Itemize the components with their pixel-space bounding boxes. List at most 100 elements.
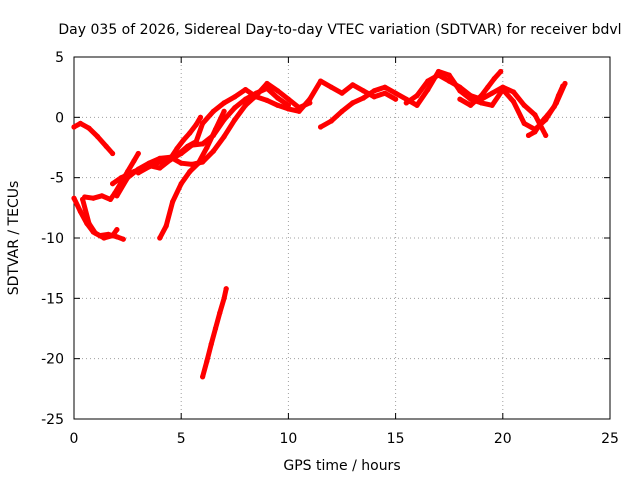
data-point (114, 227, 120, 233)
data-point (135, 150, 141, 157)
data-point (307, 96, 313, 102)
data-point (189, 142, 195, 148)
data-point (350, 100, 356, 106)
data-point (275, 102, 281, 108)
data-point (86, 220, 92, 227)
data-point (157, 235, 163, 241)
data-point (414, 93, 420, 99)
data-point (371, 94, 377, 100)
data-point (285, 102, 291, 108)
series-arc-5 (110, 78, 399, 187)
y-axis-label: SDTVAR / TECUs (6, 181, 22, 296)
data-point (210, 108, 216, 114)
data-point (393, 90, 399, 96)
data-point (532, 112, 538, 118)
x-tick-label: 20 (494, 431, 512, 447)
series-arc-14 (525, 83, 566, 138)
y-tick-label: -25 (41, 412, 64, 428)
data-point (221, 134, 227, 140)
data-point (118, 175, 124, 181)
data-point (360, 95, 366, 101)
data-point (242, 102, 249, 108)
data-point (403, 100, 409, 106)
data-point (223, 286, 229, 292)
data-point (217, 310, 223, 316)
data-point (187, 130, 193, 136)
data-point (208, 341, 214, 347)
data-point (521, 102, 527, 108)
data-point (371, 88, 377, 94)
data-point (468, 93, 474, 99)
x-tick-label: 15 (387, 431, 405, 447)
data-point (178, 160, 184, 166)
series-arc-10 (200, 286, 229, 380)
series-arc-3 (80, 196, 120, 241)
data-point (90, 195, 96, 201)
data-point (232, 117, 238, 123)
data-point (253, 90, 259, 96)
series-arc-13 (457, 68, 504, 108)
x-axis-label: GPS time / hours (283, 458, 400, 474)
data-point (95, 134, 101, 140)
chart-title: Day 035 of 2026, Sidereal Day-to-day VTE… (58, 22, 621, 38)
data-point (339, 108, 345, 114)
data-point (157, 159, 163, 165)
data-point (264, 80, 270, 87)
data-series (71, 68, 568, 380)
data-point (414, 102, 420, 108)
data-point (99, 193, 105, 199)
data-point (200, 120, 206, 126)
data-point (232, 105, 238, 111)
data-point (510, 99, 517, 105)
data-point (560, 83, 566, 89)
series-line (80, 196, 120, 241)
series-arc-9 (167, 114, 204, 161)
x-tick-label: 25 (601, 431, 619, 447)
series-line (71, 120, 116, 156)
data-point (212, 325, 219, 332)
data-point (103, 143, 109, 149)
data-point (200, 141, 206, 147)
data-point (242, 96, 249, 102)
data-point (555, 93, 562, 99)
x-tick-label: 5 (177, 431, 186, 447)
series-line (110, 78, 399, 187)
data-point (318, 124, 324, 130)
data-point (264, 85, 270, 91)
axis-ticks: 0 5 10 15 20 25 -25 -20 -15 -10 -5 0 5 (41, 50, 619, 447)
data-point (187, 169, 193, 175)
data-point (86, 125, 92, 131)
data-point (328, 118, 334, 124)
data-point (478, 100, 484, 106)
data-point (195, 160, 201, 166)
data-point (382, 84, 388, 90)
data-point (110, 150, 116, 157)
data-point (120, 236, 126, 242)
data-point (498, 68, 504, 75)
data-point (242, 87, 249, 93)
data-point (350, 82, 356, 88)
data-point (110, 181, 116, 187)
data-point (425, 78, 431, 84)
data-point (339, 90, 345, 96)
data-point (485, 84, 491, 90)
data-point (457, 84, 463, 90)
data-point (82, 194, 88, 200)
data-point (221, 100, 227, 106)
series-arc-12 (403, 72, 549, 138)
data-point (210, 148, 216, 154)
grid-lines (74, 57, 610, 419)
data-point (167, 155, 174, 161)
data-point (285, 96, 291, 102)
data-point (489, 102, 495, 108)
data-point (318, 78, 324, 84)
data-point (328, 84, 334, 90)
series-arc-4 (82, 150, 141, 202)
y-tick-label: -5 (50, 171, 64, 187)
data-point (92, 230, 98, 236)
data-point (296, 108, 302, 114)
series-arc-8 (157, 108, 227, 241)
data-point (174, 146, 180, 152)
data-point (125, 175, 131, 181)
data-point (170, 199, 176, 205)
